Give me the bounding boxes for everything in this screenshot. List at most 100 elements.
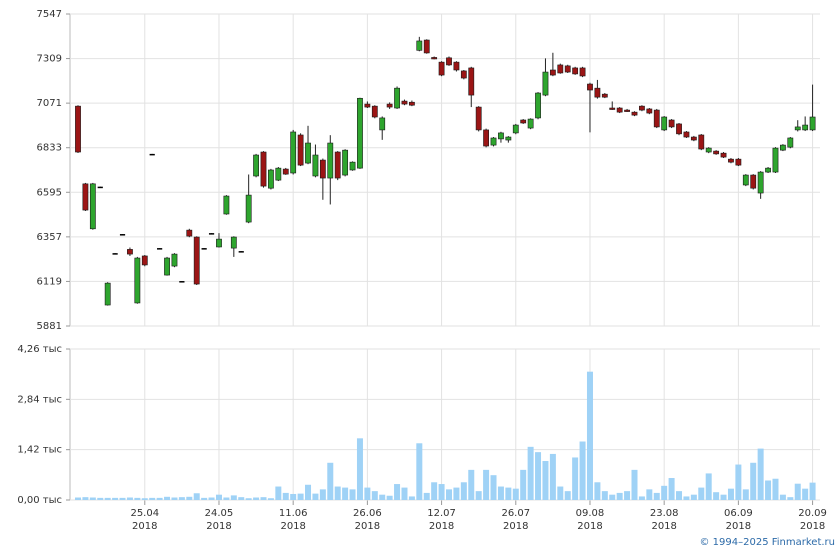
volume-bar: [253, 497, 260, 500]
volume-bar: [134, 497, 141, 500]
candle-body: [141, 255, 148, 266]
volume-bar: [512, 488, 519, 500]
y-tick-label: 7547: [37, 9, 62, 20]
candle-body: [364, 103, 371, 108]
volume-bar: [260, 497, 267, 500]
volume-bar: [690, 494, 697, 500]
volume-bar: [468, 469, 475, 500]
candle-body: [765, 167, 771, 173]
x-tick-year: 2018: [651, 521, 676, 532]
volume-bar: [646, 489, 653, 500]
volume-bar: [282, 492, 289, 500]
candle-body: [750, 174, 757, 189]
volume-bar: [112, 497, 119, 500]
candle-body: [653, 109, 660, 128]
candle-body: [520, 119, 527, 124]
volume-bar: [564, 491, 571, 500]
candle-body: [468, 67, 475, 96]
volume-bar: [779, 494, 786, 500]
candle-body: [616, 107, 623, 113]
candle-body: [423, 39, 430, 54]
candle-body: [193, 236, 200, 285]
volume-bar: [475, 491, 482, 500]
volume-bar: [119, 497, 126, 500]
x-tick-label: 26.07: [501, 508, 530, 519]
volume-bar: [305, 484, 312, 500]
candle-body: [119, 234, 126, 236]
candle-body: [690, 136, 697, 141]
candle-body: [164, 257, 170, 276]
volume-bar: [490, 475, 497, 500]
volume-bar: [327, 462, 334, 500]
volume-bar: [520, 469, 527, 500]
volume-bar: [527, 446, 534, 500]
volume-bar: [141, 498, 148, 500]
candle-body: [587, 83, 593, 91]
candle-body: [802, 124, 809, 131]
candle-body: [179, 281, 185, 283]
candle-body: [245, 194, 252, 223]
candle-body: [549, 69, 556, 76]
candle-body: [349, 161, 356, 171]
volume-bar: [601, 491, 608, 500]
x-tick-year: 2018: [206, 521, 231, 532]
volume-bar: [698, 487, 705, 500]
x-tick-label: 11.06: [279, 508, 308, 519]
volume-bar: [349, 489, 356, 500]
candle-body: [275, 167, 282, 181]
volume-bar: [104, 497, 111, 500]
y-tick-label: 7309: [37, 54, 62, 65]
y-tick-label: 1,42 тыс: [17, 445, 62, 456]
candle-body: [394, 87, 400, 109]
x-tick-label: 26.06: [353, 508, 382, 519]
candle-body: [327, 142, 334, 179]
volume-bar: [371, 491, 378, 500]
x-tick-label: 25.04: [130, 508, 159, 519]
candle-body: [230, 236, 237, 249]
candle-body: [312, 154, 319, 177]
volume-bar: [750, 462, 757, 500]
volume-bar: [586, 371, 593, 500]
volume-bar: [401, 487, 408, 500]
volume-bar: [245, 498, 252, 500]
candle-body: [371, 105, 378, 118]
candle-body: [683, 131, 690, 138]
candle-body: [438, 61, 445, 76]
volume-bar: [772, 478, 779, 500]
candle-body: [408, 101, 415, 106]
candle-body: [223, 195, 230, 215]
volume-bar: [394, 484, 401, 500]
volume-bar: [609, 494, 616, 500]
candle-body: [490, 137, 497, 146]
volume-bar: [386, 495, 393, 500]
volume-bar: [89, 497, 96, 500]
candle-body: [809, 116, 816, 131]
candle-body: [668, 119, 675, 128]
candle-body: [505, 136, 512, 141]
volume-bar: [238, 497, 245, 500]
candle-body: [149, 153, 155, 156]
volume-bar: [535, 452, 542, 500]
candle-body: [171, 253, 178, 267]
candle-body: [512, 124, 519, 134]
volume-bar: [676, 491, 683, 500]
x-tick-label: 12.07: [427, 508, 456, 519]
volume-bar: [483, 469, 490, 500]
volume-bar: [727, 488, 734, 500]
volume-bar: [342, 487, 349, 500]
volume-bar: [631, 469, 638, 500]
candle-body: [646, 108, 653, 114]
candle-body: [89, 183, 96, 230]
candle-body: [720, 152, 727, 158]
candle-body: [186, 229, 193, 237]
volume-bar: [661, 485, 668, 500]
volume-bar: [572, 457, 579, 500]
volume-bar: [126, 497, 133, 500]
volume-bar: [505, 487, 512, 500]
x-tick-label: 23.08: [650, 508, 679, 519]
volume-bar: [201, 497, 208, 500]
candle-body: [661, 116, 668, 131]
candle-body: [535, 92, 541, 119]
candle-body: [705, 147, 712, 153]
